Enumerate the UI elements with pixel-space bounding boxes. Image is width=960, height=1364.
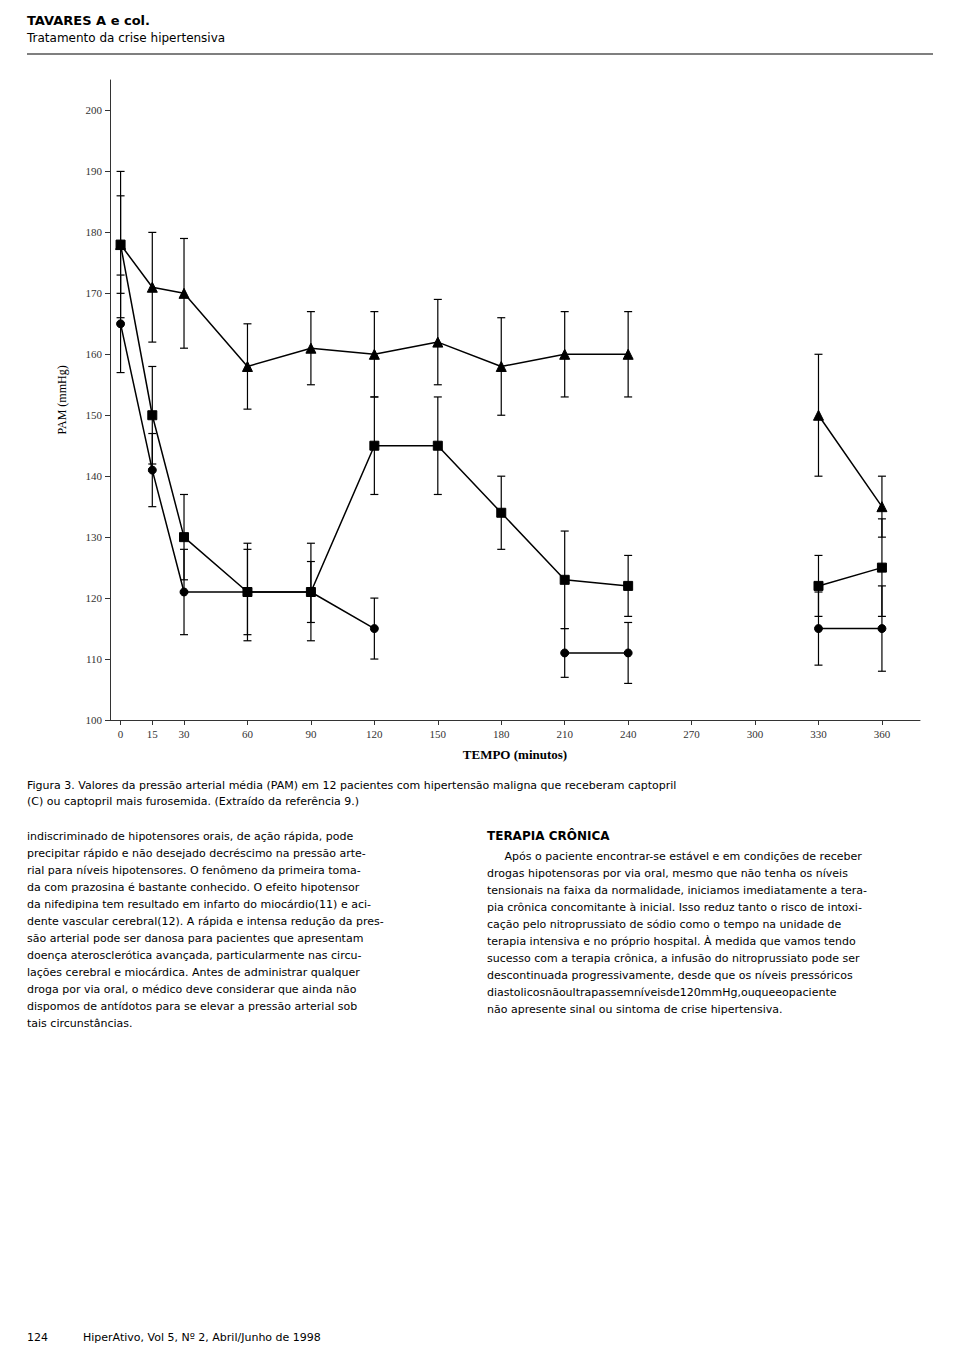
svg-text:tensionais na faixa da normali: tensionais na faixa da normalidade, inic… xyxy=(487,884,867,897)
svg-text:rial para níveis hipotensores.: rial para níveis hipotensores. O fenômen… xyxy=(27,864,361,877)
svg-text:TEMPO (minutos): TEMPO (minutos) xyxy=(463,747,567,762)
svg-text:dente vascular cerebral(12). A: dente vascular cerebral(12). A rápida e … xyxy=(27,915,384,928)
svg-text:precipitar rápido e não deseja: precipitar rápido e não desejado decrésc… xyxy=(27,847,366,860)
svg-text:150: 150 xyxy=(430,728,447,740)
svg-text:pia crônica concomitante à ini: pia crônica concomitante à inicial. Isso… xyxy=(487,901,862,914)
svg-text:PAM (mmHg): PAM (mmHg) xyxy=(55,365,69,434)
svg-text:TAVARES A e col.: TAVARES A e col. xyxy=(27,13,150,28)
svg-text:terapia intensiva e no próprio: terapia intensiva e no próprio hospital.… xyxy=(487,935,856,948)
svg-text:0: 0 xyxy=(118,728,124,740)
svg-text:drogas hipotensoras por via or: drogas hipotensoras por via oral, mesmo … xyxy=(487,867,848,880)
svg-text:cação pelo nitroprussiato de s: cação pelo nitroprussiato de sódio como … xyxy=(487,918,842,931)
svg-text:da com prazosina é bastante co: da com prazosina é bastante conhecido. O… xyxy=(27,881,360,894)
svg-text:300: 300 xyxy=(747,728,764,740)
svg-text:tais circunstâncias.: tais circunstâncias. xyxy=(27,1017,133,1030)
svg-text:Após o paciente encontrar-se e: Após o paciente encontrar-se estável e e… xyxy=(487,850,862,863)
svg-text:30: 30 xyxy=(179,728,191,740)
svg-text:indiscriminado de hipotensores: indiscriminado de hipotensores orais, de… xyxy=(27,830,353,843)
svg-text:15: 15 xyxy=(147,728,159,740)
svg-text:360: 360 xyxy=(874,728,891,740)
svg-text:330: 330 xyxy=(810,728,827,740)
svg-text:diastolicosnãoultrapassemnívei: diastolicosnãoultrapassemníveisde120mmHg… xyxy=(487,986,837,999)
svg-text:240: 240 xyxy=(620,728,637,740)
svg-text:60: 60 xyxy=(242,728,254,740)
svg-text:descontinuada progressivamente: descontinuada progressivamente, desde qu… xyxy=(487,969,853,982)
svg-text:270: 270 xyxy=(683,728,700,740)
svg-text:da nifedipina tem resultado em: da nifedipina tem resultado em infarto d… xyxy=(27,898,371,911)
svg-text:130: 130 xyxy=(86,531,103,543)
svg-text:160: 160 xyxy=(86,348,103,360)
svg-text:são arterial pode ser danosa p: são arterial pode ser danosa para pacien… xyxy=(27,932,363,945)
svg-text:124 HiperAtivo, Vol 5: 124 HiperAtivo, Vol 5, Nº 2, Abril/Junho… xyxy=(27,1331,321,1344)
svg-text:120: 120 xyxy=(366,728,383,740)
svg-text:120: 120 xyxy=(86,592,103,604)
svg-text:Figura 3. Valores da pressão a: Figura 3. Valores da pressão arterial mé… xyxy=(27,779,676,792)
svg-text:100: 100 xyxy=(86,714,103,726)
svg-text:180: 180 xyxy=(493,728,510,740)
svg-text:lações cerebral e miocárdica.: lações cerebral e miocárdica. Antes de a… xyxy=(27,966,360,979)
svg-text:dispomos de antídotos para se: dispomos de antídotos para se elevar a p… xyxy=(27,1000,357,1013)
svg-text:doença aterosclerótica avançad: doença aterosclerótica avançada, particu… xyxy=(27,949,361,962)
svg-text:Tratamento da crise hipertensi: Tratamento da crise hipertensiva xyxy=(26,31,225,45)
svg-text:TERAPIA CRÔNICA: TERAPIA CRÔNICA xyxy=(487,828,610,843)
svg-text:140: 140 xyxy=(86,470,103,482)
svg-text:90: 90 xyxy=(305,728,317,740)
svg-text:170: 170 xyxy=(86,287,103,299)
svg-text:190: 190 xyxy=(86,165,103,177)
svg-text:droga por via oral, o médico d: droga por via oral, o médico deve consid… xyxy=(27,983,357,996)
svg-text:150: 150 xyxy=(86,409,103,421)
svg-text:sucesso com a terapia crônica,: sucesso com a terapia crônica, a infusão… xyxy=(487,952,860,965)
svg-text:210: 210 xyxy=(556,728,573,740)
svg-text:200: 200 xyxy=(86,104,103,116)
svg-text:110: 110 xyxy=(86,653,103,665)
svg-text:(C) ou captopril mais furosemi: (C) ou captopril mais furosemida. (Extra… xyxy=(27,795,359,808)
svg-text:não apresente sinal ou sintoma: não apresente sinal ou sintoma de crise … xyxy=(487,1003,783,1016)
svg-text:180: 180 xyxy=(86,226,103,238)
